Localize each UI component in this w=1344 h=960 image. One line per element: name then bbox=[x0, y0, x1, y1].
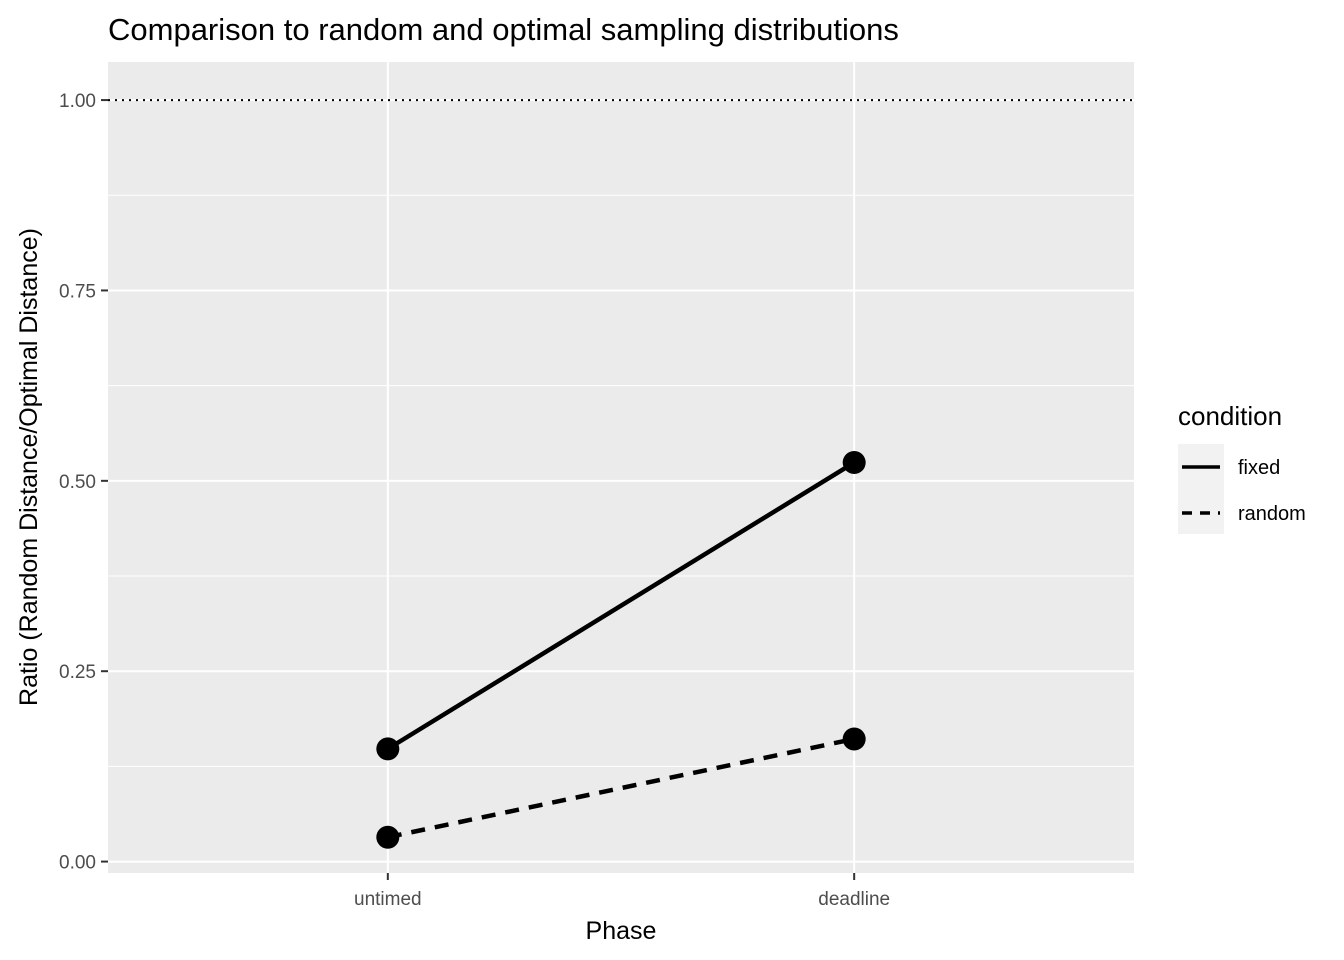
x-axis: untimed deadline bbox=[354, 873, 890, 910]
legend: condition fixed random bbox=[1178, 401, 1306, 534]
series-line-random bbox=[387, 736, 855, 840]
legend-title: condition bbox=[1178, 401, 1282, 431]
y-tick-label: 1.00 bbox=[59, 91, 96, 112]
x-tick-label: deadline bbox=[818, 889, 890, 910]
minor-gridlines bbox=[108, 194, 1134, 767]
series-line-fixed bbox=[386, 460, 856, 751]
y-tick-label: 0.75 bbox=[59, 281, 96, 302]
data-point-fixed-untimed bbox=[376, 737, 400, 761]
x-axis-title: Phase bbox=[586, 917, 657, 945]
data-point-random-deadline bbox=[842, 727, 866, 751]
y-axis: 0.00 0.25 0.50 0.75 1.00 bbox=[59, 91, 108, 874]
plot-panel bbox=[108, 62, 1134, 873]
legend-label-random: random bbox=[1238, 503, 1306, 525]
data-point-fixed-deadline bbox=[842, 451, 866, 475]
y-tick-label: 0.25 bbox=[59, 662, 96, 683]
y-axis-title: Ratio (Random Distance/Optimal Distance) bbox=[15, 228, 43, 706]
legend-key-background bbox=[1178, 444, 1224, 534]
series-points bbox=[376, 451, 866, 849]
x-tick-label: untimed bbox=[354, 889, 422, 910]
chart-title: Comparison to random and optimal samplin… bbox=[108, 12, 899, 47]
y-tick-label: 0.00 bbox=[59, 853, 96, 874]
y-tick-label: 0.50 bbox=[59, 472, 96, 493]
data-point-random-untimed bbox=[376, 825, 400, 849]
legend-label-fixed: fixed bbox=[1238, 457, 1280, 479]
series-lines bbox=[386, 460, 856, 840]
